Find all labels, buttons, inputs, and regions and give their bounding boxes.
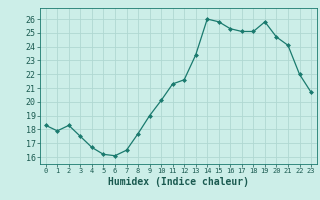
X-axis label: Humidex (Indice chaleur): Humidex (Indice chaleur) — [108, 177, 249, 187]
